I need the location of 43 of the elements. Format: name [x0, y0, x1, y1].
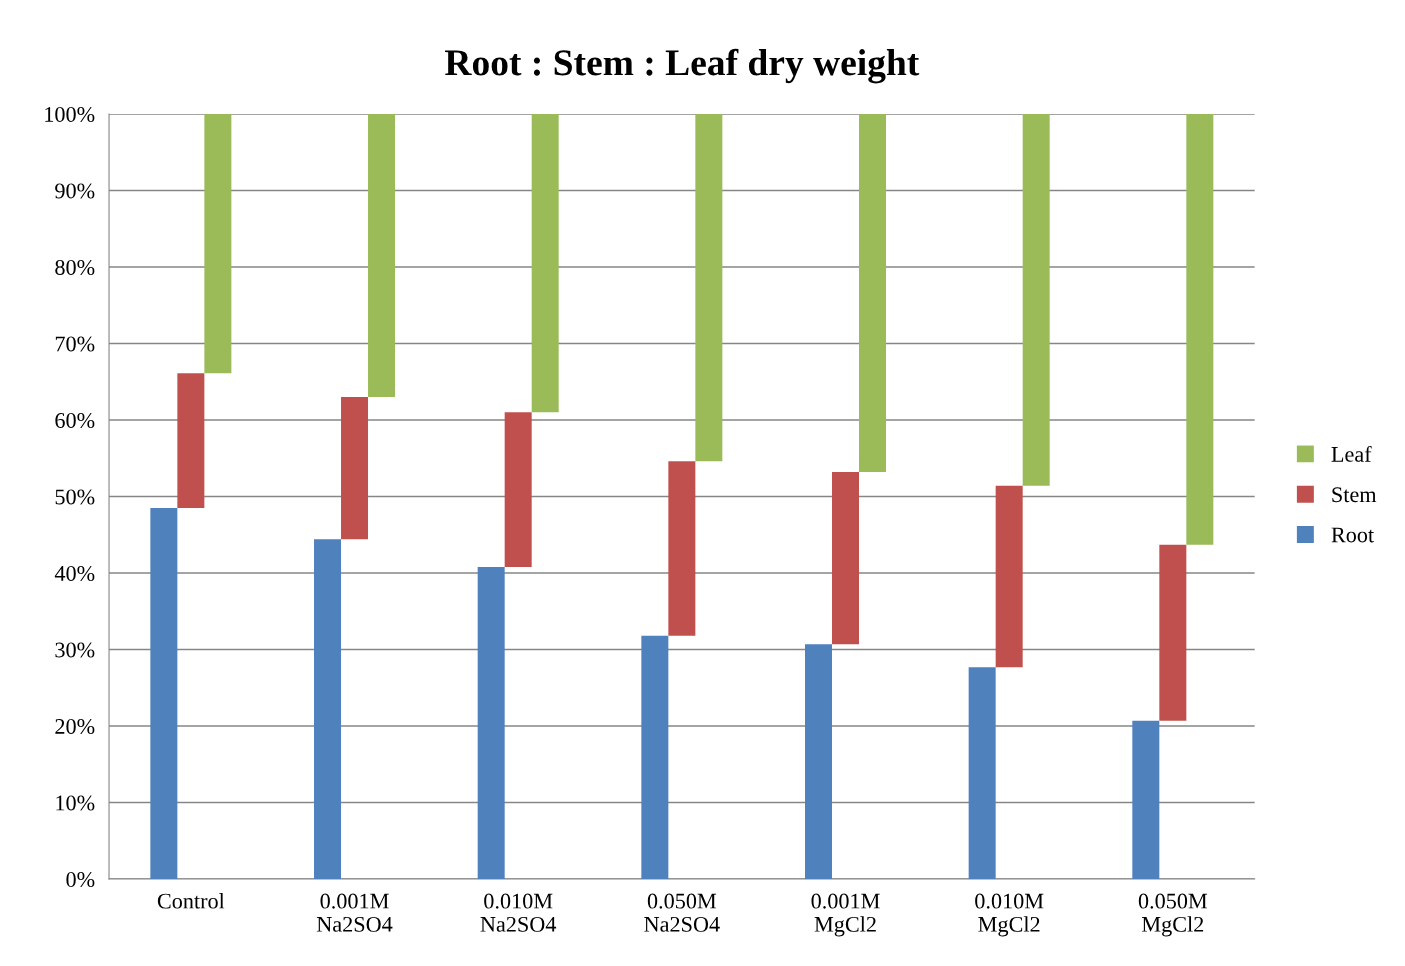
- bar: [531, 113, 559, 413]
- x-tick-label: 0.001M Na2SO4: [316, 893, 393, 932]
- bar: [177, 373, 205, 508]
- bar: [341, 397, 369, 540]
- chart-title: Root : Stem : Leaf dry weight: [445, 48, 920, 84]
- y-tick-label: 80%: [55, 259, 95, 275]
- legend-label: Root: [1331, 527, 1374, 543]
- legend-label: Leaf: [1331, 446, 1372, 462]
- bar: [695, 113, 723, 462]
- bar: [668, 461, 696, 636]
- x-tick-label: 0.010M Na2SO4: [480, 893, 557, 932]
- y-tick-label: 0%: [66, 871, 95, 888]
- x-tick-label: 0.050M MgCl2: [1138, 893, 1208, 937]
- x-tick-label: 0.010M MgCl2: [975, 893, 1044, 937]
- bar: [641, 635, 669, 880]
- y-tick-label: 50%: [55, 489, 95, 505]
- bar: [1159, 544, 1187, 721]
- bar: [1186, 113, 1214, 545]
- y-tick-label: 10%: [56, 795, 95, 811]
- y-tick-label: 60%: [55, 412, 95, 429]
- bar: [504, 412, 532, 567]
- legend-label: Stem: [1332, 487, 1377, 503]
- bar: [368, 113, 396, 398]
- bar: [1132, 720, 1160, 880]
- bar: [1022, 113, 1050, 486]
- y-tick-label: 90%: [55, 183, 95, 199]
- x-tick-label: Control: [157, 892, 225, 909]
- x-tick-label: 0.050M Na2SO4: [644, 893, 720, 932]
- y-tick-label: 70%: [55, 336, 95, 352]
- bar: [859, 113, 887, 473]
- bar: [805, 644, 833, 880]
- y-tick-label: 20%: [55, 718, 95, 735]
- bar: [204, 113, 232, 374]
- bar: [832, 472, 860, 645]
- bar: [968, 667, 996, 880]
- y-tick-label: 100%: [45, 106, 95, 122]
- x-tick-label: 0.001M MgCl2: [811, 893, 880, 937]
- bar: [477, 566, 505, 880]
- bar: [995, 485, 1023, 668]
- bar: [150, 508, 178, 880]
- y-tick-label: 40%: [54, 565, 95, 582]
- bar: [314, 539, 342, 880]
- y-tick-label: 30%: [55, 642, 95, 658]
